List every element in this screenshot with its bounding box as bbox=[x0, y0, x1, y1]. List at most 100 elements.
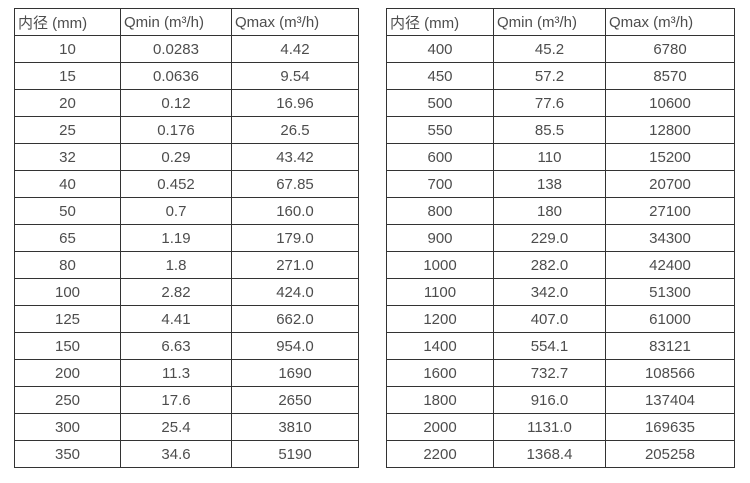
cell-qmin: 85.5 bbox=[493, 116, 606, 144]
cell-diameter: 350 bbox=[14, 440, 121, 468]
cell-diameter: 200 bbox=[14, 359, 121, 387]
table-row: 1400 554.1 83121 bbox=[386, 332, 735, 360]
cell-qmax: 169635 bbox=[605, 413, 735, 441]
cell-diameter: 25 bbox=[14, 116, 121, 144]
col-header-qmin: Qmin (m³/h) bbox=[120, 8, 232, 36]
cell-diameter: 300 bbox=[14, 413, 121, 441]
cell-diameter: 125 bbox=[14, 305, 121, 333]
cell-qmax: 5190 bbox=[231, 440, 359, 468]
cell-diameter: 40 bbox=[14, 170, 121, 198]
cell-qmax: 4.42 bbox=[231, 35, 359, 63]
cell-diameter: 700 bbox=[386, 170, 494, 198]
cell-qmax: 61000 bbox=[605, 305, 735, 333]
cell-qmin: 732.7 bbox=[493, 359, 606, 387]
cell-diameter: 1600 bbox=[386, 359, 494, 387]
col-header-qmin: Qmin (m³/h) bbox=[493, 8, 606, 36]
cell-qmax: 16.96 bbox=[231, 89, 359, 117]
cell-diameter: 50 bbox=[14, 197, 121, 225]
table-row: 32 0.29 43.42 bbox=[14, 143, 359, 171]
table-row: 40 0.452 67.85 bbox=[14, 170, 359, 198]
table-row: 800 180 27100 bbox=[386, 197, 735, 225]
cell-qmin: 2.82 bbox=[120, 278, 232, 306]
cell-qmin: 25.4 bbox=[120, 413, 232, 441]
table-row: 450 57.2 8570 bbox=[386, 62, 735, 90]
table-row: 2200 1368.4 205258 bbox=[386, 440, 735, 468]
cell-qmin: 77.6 bbox=[493, 89, 606, 117]
table-row: 1600 732.7 108566 bbox=[386, 359, 735, 387]
cell-diameter: 500 bbox=[386, 89, 494, 117]
cell-qmax: 179.0 bbox=[231, 224, 359, 252]
cell-diameter: 2200 bbox=[386, 440, 494, 468]
cell-qmax: 15200 bbox=[605, 143, 735, 171]
cell-diameter: 32 bbox=[14, 143, 121, 171]
cell-diameter: 65 bbox=[14, 224, 121, 252]
cell-qmin: 1131.0 bbox=[493, 413, 606, 441]
cell-diameter: 20 bbox=[14, 89, 121, 117]
cell-qmin: 110 bbox=[493, 143, 606, 171]
cell-diameter: 15 bbox=[14, 62, 121, 90]
cell-qmin: 0.0636 bbox=[120, 62, 232, 90]
table-row: 15 0.0636 9.54 bbox=[14, 62, 359, 90]
table-row: 500 77.6 10600 bbox=[386, 89, 735, 117]
table-row: 550 85.5 12800 bbox=[386, 116, 735, 144]
table-row: 700 138 20700 bbox=[386, 170, 735, 198]
cell-qmin: 17.6 bbox=[120, 386, 232, 414]
cell-diameter: 550 bbox=[386, 116, 494, 144]
cell-diameter: 80 bbox=[14, 251, 121, 279]
flow-spec-table-small-diameters: 内径 (mm) Qmin (m³/h) Qmax (m³/h) 10 0.0283… bbox=[14, 8, 359, 468]
table-row: 1800 916.0 137404 bbox=[386, 386, 735, 414]
header-row: 内径 (mm) Qmin (m³/h) Qmax (m³/h) bbox=[386, 8, 735, 36]
cell-qmin: 0.29 bbox=[120, 143, 232, 171]
table-row: 50 0.7 160.0 bbox=[14, 197, 359, 225]
table-row: 1100 342.0 51300 bbox=[386, 278, 735, 306]
cell-qmin: 34.6 bbox=[120, 440, 232, 468]
table-row: 125 4.41 662.0 bbox=[14, 305, 359, 333]
cell-qmax: 108566 bbox=[605, 359, 735, 387]
cell-qmin: 0.176 bbox=[120, 116, 232, 144]
table-body: 10 0.0283 4.42 15 0.0636 9.54 20 0.12 16.96 25 0.1… bbox=[14, 35, 359, 468]
table-row: 250 17.6 2650 bbox=[14, 386, 359, 414]
cell-qmin: 1.8 bbox=[120, 251, 232, 279]
table-row: 350 34.6 5190 bbox=[14, 440, 359, 468]
cell-qmax: 3810 bbox=[231, 413, 359, 441]
table-row: 400 45.2 6780 bbox=[386, 35, 735, 63]
cell-qmax: 34300 bbox=[605, 224, 735, 252]
cell-qmin: 0.0283 bbox=[120, 35, 232, 63]
table-row: 300 25.4 3810 bbox=[14, 413, 359, 441]
cell-qmax: 51300 bbox=[605, 278, 735, 306]
table-row: 25 0.176 26.5 bbox=[14, 116, 359, 144]
cell-diameter: 1100 bbox=[386, 278, 494, 306]
cell-qmax: 27100 bbox=[605, 197, 735, 225]
cell-qmax: 8570 bbox=[605, 62, 735, 90]
table-row: 150 6.63 954.0 bbox=[14, 332, 359, 360]
cell-qmax: 20700 bbox=[605, 170, 735, 198]
cell-qmin: 45.2 bbox=[493, 35, 606, 63]
cell-qmax: 424.0 bbox=[231, 278, 359, 306]
table-row: 10 0.0283 4.42 bbox=[14, 35, 359, 63]
cell-qmax: 43.42 bbox=[231, 143, 359, 171]
cell-diameter: 800 bbox=[386, 197, 494, 225]
cell-qmin: 138 bbox=[493, 170, 606, 198]
cell-qmax: 1690 bbox=[231, 359, 359, 387]
cell-qmin: 1368.4 bbox=[493, 440, 606, 468]
cell-qmin: 342.0 bbox=[493, 278, 606, 306]
table-row: 600 110 15200 bbox=[386, 143, 735, 171]
cell-qmax: 83121 bbox=[605, 332, 735, 360]
cell-qmax: 12800 bbox=[605, 116, 735, 144]
cell-qmin: 0.452 bbox=[120, 170, 232, 198]
cell-diameter: 150 bbox=[14, 332, 121, 360]
cell-qmax: 160.0 bbox=[231, 197, 359, 225]
cell-diameter: 100 bbox=[14, 278, 121, 306]
cell-qmin: 4.41 bbox=[120, 305, 232, 333]
cell-qmin: 1.19 bbox=[120, 224, 232, 252]
cell-diameter: 1400 bbox=[386, 332, 494, 360]
cell-diameter: 600 bbox=[386, 143, 494, 171]
cell-qmax: 10600 bbox=[605, 89, 735, 117]
cell-qmin: 916.0 bbox=[493, 386, 606, 414]
flow-spec-table-large-diameters: 内径 (mm) Qmin (m³/h) Qmax (m³/h) 400 45.2 6… bbox=[386, 8, 735, 468]
cell-diameter: 900 bbox=[386, 224, 494, 252]
col-header-qmax: Qmax (m³/h) bbox=[605, 8, 735, 36]
cell-diameter: 1000 bbox=[386, 251, 494, 279]
cell-qmin: 57.2 bbox=[493, 62, 606, 90]
